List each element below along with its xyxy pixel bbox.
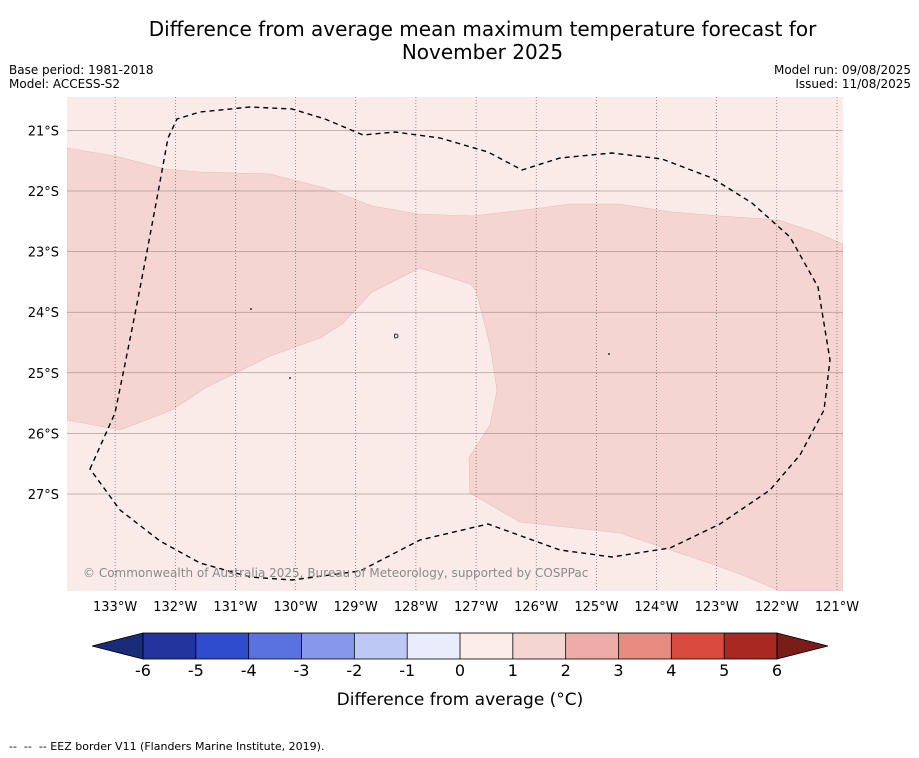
colorbar-segment bbox=[354, 633, 408, 659]
longitude-label: 123°W bbox=[695, 600, 739, 615]
colorbar-segment bbox=[301, 633, 355, 659]
longitude-label: 129°W bbox=[334, 600, 378, 615]
island-marker bbox=[250, 308, 252, 310]
colorbar: -6 -5 -4 -3 -2 -1 0 1 2 3 4 5 6 Difference from aver… bbox=[91, 632, 829, 710]
colorbar-tick-label: 0 bbox=[455, 661, 465, 680]
islands bbox=[250, 308, 610, 379]
colorbar-segment bbox=[195, 633, 249, 659]
island-marker bbox=[608, 353, 610, 355]
colorbar-segment bbox=[512, 633, 566, 659]
map-title-line-1: Difference from average mean maximum tem… bbox=[148, 17, 817, 41]
anomaly-band-1-to-2 bbox=[67, 147, 843, 591]
colorbar-segments bbox=[142, 632, 778, 660]
eez-border-line bbox=[89, 106, 831, 581]
colorbar-segment bbox=[565, 633, 619, 659]
colorbar-segment bbox=[143, 633, 197, 659]
colorbar-tick-label: 4 bbox=[666, 661, 676, 680]
colorbar-tick-label: 3 bbox=[613, 661, 623, 680]
longitude-label: 121°W bbox=[815, 600, 859, 615]
metadata-right: Model run: 09/08/2025 Issued: 11/08/2025 bbox=[774, 63, 911, 91]
colorbar-tick-label: -3 bbox=[294, 661, 310, 680]
colorbar-tick-label: -1 bbox=[399, 661, 415, 680]
colorbar-tick-label: -5 bbox=[188, 661, 204, 680]
colorbar-ticks: -6 -5 -4 -3 -2 -1 0 1 2 3 4 5 6 bbox=[135, 633, 782, 680]
colorbar-segment bbox=[618, 633, 672, 659]
colorbar-tick-label: 6 bbox=[772, 661, 782, 680]
colorbar-tick-label: -4 bbox=[241, 661, 257, 680]
latitude-labels: 21°S 22°S 23°S 24°S 25°S 26°S 27°S bbox=[28, 124, 59, 503]
longitude-label: 125°W bbox=[574, 600, 618, 615]
model-run: Model run: 09/08/2025 bbox=[773, 63, 911, 77]
colorbar-segment bbox=[248, 633, 302, 659]
model-name: Model: ACCESS-S2 bbox=[9, 77, 121, 91]
map-title: Difference from average mean maximum tem… bbox=[0, 18, 919, 64]
metadata-left: Base period: 1981-2018 Model: ACCESS-S2 bbox=[9, 63, 154, 91]
eez-legend-note: -- -- -- EEZ border V11 (Flanders Marine… bbox=[9, 740, 325, 753]
longitude-label: 122°W bbox=[755, 600, 799, 615]
latitude-label: 23°S bbox=[28, 246, 59, 261]
longitude-label: 126°W bbox=[514, 600, 558, 615]
latitude-label: 26°S bbox=[28, 427, 59, 442]
latitude-label: 27°S bbox=[28, 488, 59, 503]
colorbar-tick-label: 5 bbox=[719, 661, 729, 680]
latitude-label: 22°S bbox=[28, 185, 59, 200]
longitude-label: 128°W bbox=[394, 600, 438, 615]
colorbar-segment bbox=[407, 633, 461, 659]
colorbar-tick-label: -2 bbox=[346, 661, 362, 680]
colorbar-tick-label: 2 bbox=[561, 661, 571, 680]
longitude-label: 130°W bbox=[274, 600, 318, 615]
colorbar-tick-label: -6 bbox=[135, 661, 151, 680]
colorbar-segment bbox=[460, 633, 514, 659]
colorbar-tick-label: 1 bbox=[508, 661, 518, 680]
base-period: Base period: 1981-2018 bbox=[9, 63, 154, 77]
colorbar-under-arrow bbox=[91, 632, 144, 660]
latitude-label: 25°S bbox=[28, 367, 59, 382]
longitude-label: 132°W bbox=[153, 600, 197, 615]
longitude-labels: 133°W 132°W 131°W 130°W 129°W 128°W 127°W 126°W… bbox=[93, 600, 859, 615]
longitude-label: 133°W bbox=[93, 600, 137, 615]
graticule bbox=[67, 97, 843, 591]
colorbar-over-arrow bbox=[776, 632, 829, 660]
island-marker bbox=[289, 377, 291, 379]
map-panel: © Commonwealth of Australia 2025, Bureau… bbox=[28, 97, 859, 615]
issued-date: Issued: 11/08/2025 bbox=[795, 77, 911, 91]
colorbar-label: Difference from average (°C) bbox=[337, 690, 584, 710]
longitude-label: 124°W bbox=[634, 600, 678, 615]
colorbar-segment bbox=[671, 633, 725, 659]
colorbar-segment bbox=[724, 633, 778, 659]
latitude-label: 21°S bbox=[28, 124, 59, 139]
latitude-label: 24°S bbox=[28, 306, 59, 321]
longitude-label: 131°W bbox=[213, 600, 257, 615]
longitude-label: 127°W bbox=[454, 600, 498, 615]
map-title-line-2: November 2025 bbox=[401, 40, 564, 64]
copyright-notice: © Commonwealth of Australia 2025, Bureau… bbox=[83, 566, 588, 580]
island-marker bbox=[394, 333, 399, 339]
